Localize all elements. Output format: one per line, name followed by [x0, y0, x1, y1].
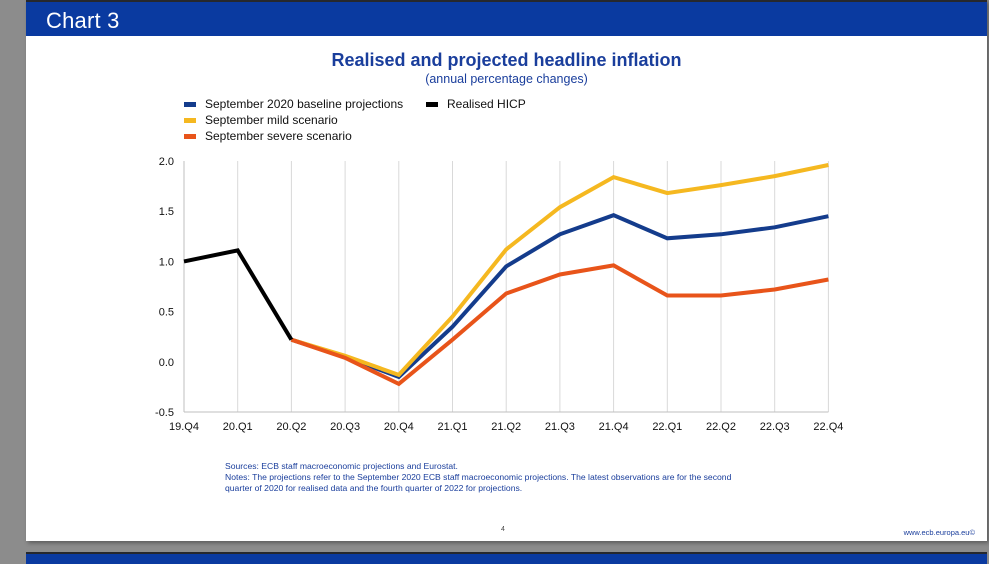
legend-item-mild: September mild scenario	[184, 113, 338, 127]
x-tick-label: 20.Q1	[223, 421, 253, 433]
legend-swatch-baseline	[184, 101, 196, 107]
y-tick-label: 1.5	[159, 206, 174, 218]
chart-subtitle: (annual percentage changes)	[425, 72, 588, 86]
x-tick-label: 21.Q1	[438, 421, 468, 433]
sources-note: Sources: ECB staff macroeconomic project…	[225, 461, 458, 471]
legend-swatch-severe	[184, 133, 196, 139]
x-tick-label: 21.Q4	[599, 421, 629, 433]
x-tick-label: 20.Q3	[330, 421, 360, 433]
y-tick-label: -0.5	[155, 407, 174, 419]
page-number: 4	[501, 526, 505, 533]
legend-label-realised: Realised HICP	[447, 97, 526, 111]
next-slide-header	[26, 552, 987, 564]
legend-item-severe: September severe scenario	[184, 129, 352, 143]
y-tick-label: 0.0	[159, 357, 174, 369]
x-tick-label: 22.Q4	[813, 421, 843, 433]
x-tick-label: 22.Q3	[760, 421, 790, 433]
legend-label-baseline: September 2020 baseline projections	[205, 97, 404, 111]
chart-title: Realised and projected headline inflatio…	[331, 50, 682, 70]
chart-footnotes: Sources: ECB staff macroeconomic project…	[225, 461, 825, 494]
legend-swatch-mild	[184, 117, 196, 123]
series-line-september-severe-scenario	[290, 263, 829, 387]
x-tick-label: 22.Q2	[706, 421, 736, 433]
x-tick-label: 21.Q2	[491, 421, 521, 433]
x-tick-label: 21.Q3	[545, 421, 575, 433]
slide: Chart 3 Realised and projected headline …	[26, 0, 987, 541]
y-tick-label: 2.0	[159, 156, 174, 168]
slide-title: Chart 3	[46, 8, 120, 33]
notes-line-2: quarter of 2020 for realised data and th…	[225, 483, 523, 493]
slide-header: Chart 3	[26, 0, 987, 36]
legend-swatch-realised	[426, 101, 438, 107]
y-tick-label: 0.5	[159, 307, 174, 319]
x-tick-label: 20.Q2	[276, 421, 306, 433]
site-url: www.ecb.europa.eu©	[903, 528, 975, 537]
legend-label-severe: September severe scenario	[205, 129, 352, 143]
legend-item-baseline: September 2020 baseline projections	[184, 97, 403, 111]
y-tick-label: 1.0	[159, 256, 174, 268]
series-line-september-mild-scenario	[290, 163, 829, 378]
series-line-realised-hicp	[183, 248, 294, 341]
x-tick-label: 20.Q4	[384, 421, 414, 433]
legend-label-mild: September mild scenario	[205, 113, 338, 127]
x-tick-label: 19.Q4	[169, 421, 199, 433]
notes-line-1: Notes: The projections refer to the Sept…	[225, 472, 732, 482]
x-tick-label: 22.Q1	[652, 421, 682, 433]
legend-item-realised: Realised HICP	[426, 97, 526, 111]
